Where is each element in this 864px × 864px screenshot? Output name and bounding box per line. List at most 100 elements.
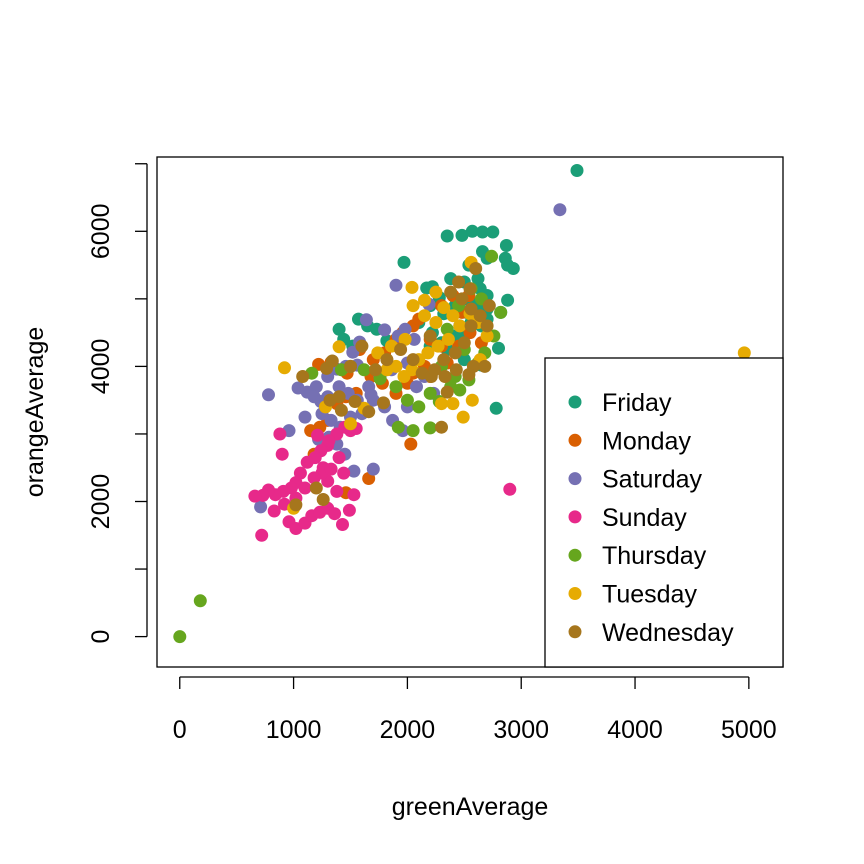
data-point xyxy=(394,343,408,356)
data-point xyxy=(248,489,262,503)
data-point xyxy=(397,370,411,383)
data-point xyxy=(407,332,421,346)
data-point xyxy=(289,498,303,512)
data-point xyxy=(404,437,418,451)
data-point xyxy=(464,302,478,316)
data-point xyxy=(398,322,412,336)
data-point xyxy=(307,390,321,404)
legend: Friday Monday Saturday Sunday Thursday Tuesda… xyxy=(544,357,784,668)
data-point xyxy=(332,390,346,404)
data-point xyxy=(480,329,494,343)
data-point xyxy=(485,249,499,263)
x-axis: 0 1000 2000 3000 4000 5000 xyxy=(173,676,777,744)
data-point xyxy=(332,322,346,336)
data-point xyxy=(486,225,500,239)
x-axis-label: greenAverage xyxy=(392,793,549,821)
legend-entry-label: Saturday xyxy=(602,466,703,494)
data-point xyxy=(469,262,483,275)
data-point xyxy=(462,368,476,381)
data-point xyxy=(336,518,349,531)
data-point xyxy=(380,363,394,377)
data-point xyxy=(423,421,437,435)
legend-entry-label: Thursday xyxy=(602,542,707,570)
data-point xyxy=(453,319,467,333)
legend-marker xyxy=(568,548,582,562)
data-point xyxy=(463,282,477,296)
data-point xyxy=(446,309,460,323)
legend-entry-label: Monday xyxy=(602,427,691,455)
data-point xyxy=(298,410,312,424)
data-point xyxy=(332,380,346,394)
data-point xyxy=(173,630,187,644)
data-point xyxy=(446,397,460,411)
data-point xyxy=(347,488,361,502)
data-point xyxy=(428,363,442,377)
data-point xyxy=(366,462,380,476)
legend-marker xyxy=(568,433,582,447)
data-point xyxy=(456,410,470,424)
data-point xyxy=(380,353,394,367)
data-point xyxy=(273,427,287,441)
data-point xyxy=(348,395,362,408)
data-point xyxy=(378,323,392,337)
data-point xyxy=(457,336,471,350)
data-point xyxy=(322,434,336,448)
data-point xyxy=(406,424,420,438)
data-point xyxy=(499,239,513,252)
data-point xyxy=(391,420,405,434)
data-point xyxy=(347,464,361,478)
data-point xyxy=(332,340,346,354)
data-point xyxy=(737,346,751,360)
data-point xyxy=(193,594,207,608)
data-point xyxy=(389,278,403,292)
data-point xyxy=(453,383,467,397)
data-point xyxy=(400,393,414,407)
data-point xyxy=(330,484,344,498)
data-point xyxy=(291,381,305,395)
legend-marker xyxy=(568,587,582,600)
y-axis-label: orangeAverage xyxy=(21,327,49,498)
legend-entry-label: Friday xyxy=(602,389,672,417)
data-point xyxy=(412,400,426,414)
legend-marker xyxy=(568,395,582,409)
data-point xyxy=(406,299,420,313)
legend-entry-label: Sunday xyxy=(602,504,687,532)
data-point xyxy=(441,332,455,346)
data-point xyxy=(465,224,479,238)
data-point xyxy=(473,309,487,323)
data-point xyxy=(553,203,567,217)
data-point xyxy=(296,370,310,383)
data-point xyxy=(423,329,437,343)
data-point xyxy=(298,481,312,495)
data-point xyxy=(482,299,496,313)
data-point xyxy=(357,363,371,377)
data-point xyxy=(570,164,584,177)
data-point xyxy=(344,417,357,431)
data-point xyxy=(438,370,452,383)
data-point xyxy=(457,353,471,367)
y-tick-label: 0 xyxy=(87,630,115,644)
x-tick-label: 4000 xyxy=(607,716,663,744)
data-point xyxy=(300,455,314,469)
data-point xyxy=(435,420,448,434)
data-point xyxy=(342,503,356,517)
data-point xyxy=(431,339,445,353)
data-point xyxy=(455,292,469,306)
data-point xyxy=(478,359,492,373)
data-point xyxy=(377,396,390,410)
data-point xyxy=(440,322,454,336)
data-point xyxy=(254,500,268,514)
data-point xyxy=(410,380,423,394)
points-layer xyxy=(173,164,751,644)
legend-box xyxy=(544,357,784,668)
data-point xyxy=(267,504,281,518)
data-point xyxy=(449,363,463,377)
x-tick-label: 1000 xyxy=(266,716,322,744)
x-tick-label: 3000 xyxy=(493,716,549,744)
data-point xyxy=(444,285,458,299)
y-tick-label: 2000 xyxy=(87,474,115,530)
data-point xyxy=(325,354,339,368)
data-point xyxy=(492,341,505,355)
data-point xyxy=(435,397,448,411)
